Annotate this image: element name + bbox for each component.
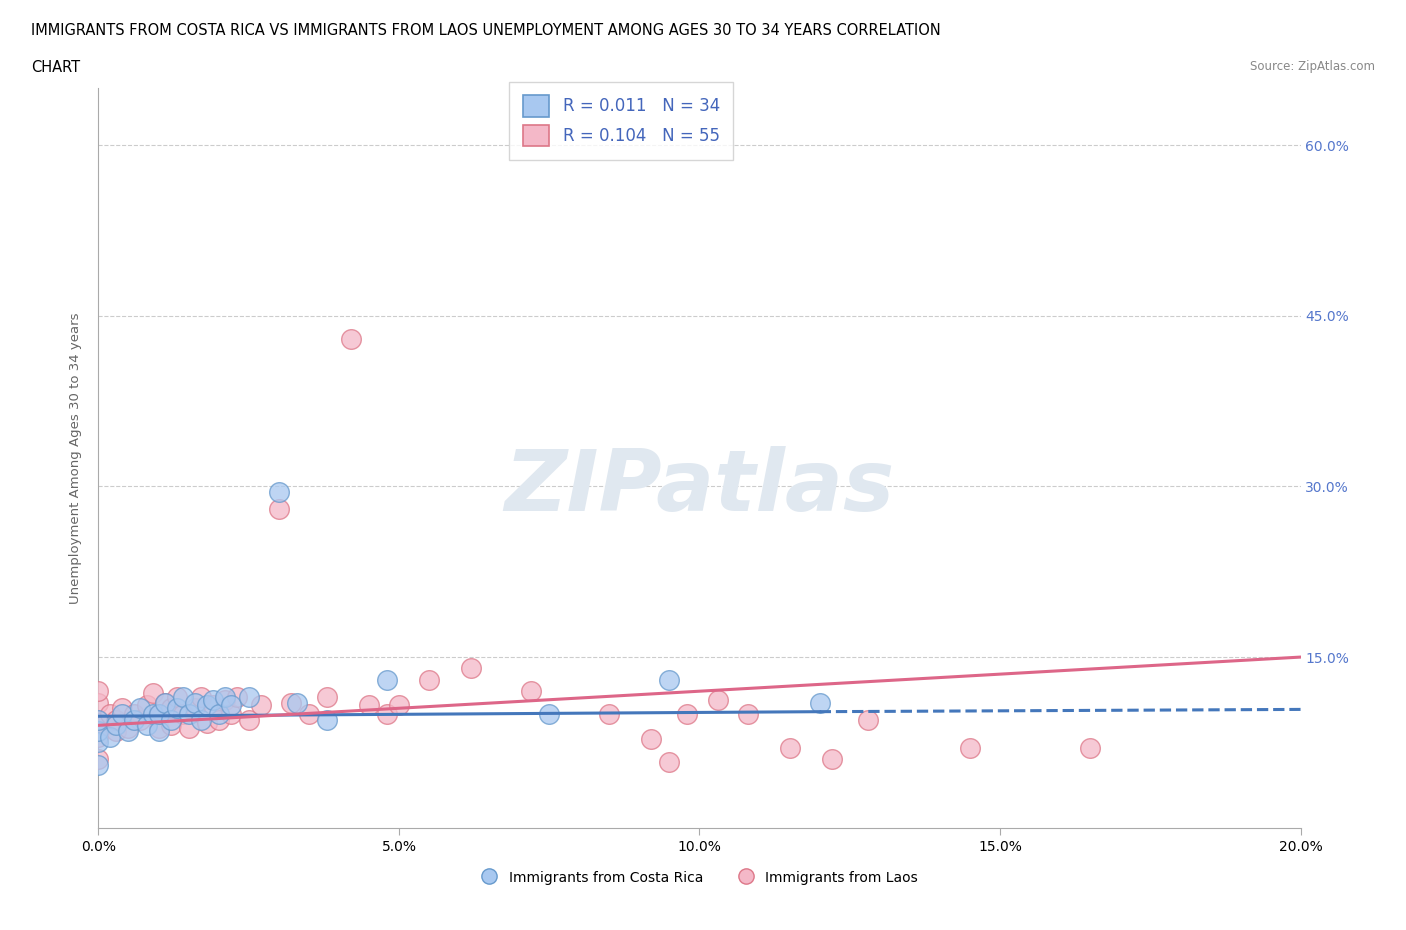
Point [135,698,157,712]
Point [148,724,170,738]
Point [87,712,110,727]
Point [87,752,110,767]
Point [737,707,759,722]
Point [177,707,200,722]
Point [219,698,242,712]
Point [159,718,181,733]
Text: ZIPatlas: ZIPatlas [505,446,894,529]
Point [87,724,110,738]
Point [201,698,224,712]
Text: Source: ZipAtlas.com: Source: ZipAtlas.com [1250,60,1375,73]
Point [153,695,176,710]
Point [141,686,163,701]
Point [375,707,398,722]
Point [87,695,110,710]
Point [658,672,681,687]
Legend: Immigrants from Costa Rica, Immigrants from Laos: Immigrants from Costa Rica, Immigrants f… [475,864,924,891]
Point [388,698,411,712]
Point [238,689,260,704]
Point [117,720,139,735]
Point [111,701,134,716]
Point [159,701,181,716]
Point [105,712,128,727]
Point [219,707,242,722]
Point [100,729,122,744]
Point [183,695,205,710]
Point [598,707,620,722]
Point [124,712,146,727]
Point [315,689,337,704]
Point [208,707,231,722]
Text: CHART: CHART [31,60,80,75]
Point [129,712,152,727]
Point [315,712,337,727]
Point [280,695,302,710]
Point [249,698,271,712]
Point [159,712,181,727]
Y-axis label: Unemployment Among Ages 30 to 34 years: Unemployment Among Ages 30 to 34 years [69,312,82,604]
Point [148,707,170,722]
Point [87,758,110,773]
Point [148,720,170,735]
Point [640,732,662,747]
Point [208,712,231,727]
Point [201,693,224,708]
Point [856,712,879,727]
Point [821,752,844,767]
Point [124,707,146,722]
Point [87,684,110,698]
Point [190,712,212,727]
Point [214,693,236,708]
Point [195,698,218,712]
Point [166,689,188,704]
Point [87,729,110,744]
Point [267,485,290,499]
Point [190,689,212,704]
Point [93,718,115,733]
Point [706,693,728,708]
Point [658,754,681,769]
Point [808,695,831,710]
Point [87,712,110,727]
Point [177,720,200,735]
Text: IMMIGRANTS FROM COSTA RICA VS IMMIGRANTS FROM LAOS UNEMPLOYMENT AMONG AGES 30 TO: IMMIGRANTS FROM COSTA RICA VS IMMIGRANTS… [31,23,941,38]
Point [538,707,561,722]
Point [141,707,163,722]
Point [418,672,440,687]
Point [172,707,194,722]
Point [135,718,157,733]
Point [267,502,290,517]
Point [225,689,247,704]
Point [520,684,543,698]
Point [238,712,260,727]
Point [959,740,981,755]
Point [460,661,482,676]
Point [117,724,139,738]
Point [105,724,128,738]
Point [166,701,188,716]
Point [375,672,398,687]
Point [111,707,134,722]
Point [183,701,205,716]
Point [676,707,699,722]
Point [87,735,110,750]
Point [195,715,218,730]
Point [172,689,194,704]
Point [779,740,801,755]
Point [100,707,122,722]
Point [105,718,128,733]
Point [1078,740,1101,755]
Point [285,695,308,710]
Point [340,331,363,346]
Point [148,707,170,722]
Point [298,707,321,722]
Point [214,689,236,704]
Point [129,701,152,716]
Point [153,695,176,710]
Point [357,698,380,712]
